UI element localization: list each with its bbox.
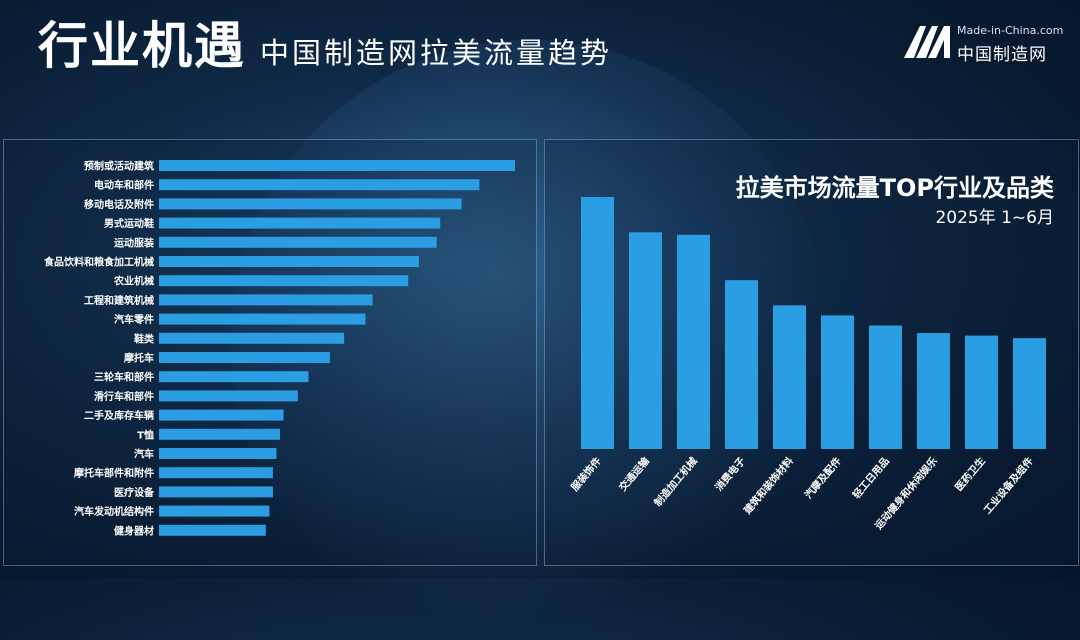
chart-subtitle: 2025年 1~6月 [935, 208, 1054, 228]
bar [965, 335, 998, 449]
right-chart-panel: 拉美市场流量TOP行业及品类 2025年 1~6月 服装饰件 交通运输 制造加工机械… [544, 139, 1079, 566]
y-tick-label: T恤 [137, 428, 154, 441]
bar [581, 197, 614, 449]
chart-title: 拉美市场流量TOP行业及品类 [735, 174, 1054, 202]
x-tick-label: 汽摩及配件 [802, 455, 844, 502]
bar [159, 217, 441, 229]
bar [159, 486, 273, 498]
bar [677, 234, 710, 449]
left-chart-panel: 预制或活动建筑电动车和部件移动电话及附件男式运动鞋运动服装食品饮料和粮食加工机械… [3, 139, 537, 566]
bar [159, 256, 419, 267]
bar [159, 332, 345, 344]
brand-name-en: Made-in-China.com [957, 24, 1064, 37]
bar [773, 305, 806, 449]
bar [159, 409, 284, 421]
bar [725, 280, 758, 449]
page-title: 行业机遇 [38, 17, 246, 75]
bar [917, 333, 950, 449]
bar [159, 524, 266, 536]
brand-logo: Made-in-China.com 中国制造网 [902, 20, 1064, 65]
x-tick-label: 服装饰件 [568, 455, 604, 494]
bar [1013, 338, 1046, 449]
y-tick-label: 汽车 [134, 448, 154, 461]
bar [159, 428, 281, 440]
y-tick-label: 移动电话及附件 [84, 198, 154, 211]
x-tick-label: 医药卫生 [952, 455, 988, 494]
y-tick-label: 农业机械 [113, 275, 154, 288]
brand-name-cn: 中国制造网 [957, 45, 1047, 65]
bar [821, 315, 854, 449]
bar [159, 236, 437, 248]
bar [159, 179, 480, 191]
bar [159, 313, 366, 325]
x-tick-label: 建筑和装饰材料 [740, 455, 796, 518]
bar [159, 198, 462, 210]
x-tick-label: 交通运输 [616, 454, 652, 494]
bar [159, 371, 309, 383]
bar [159, 467, 273, 479]
horizontal-bar-chart: 预制或活动建筑电动车和部件移动电话及附件男式运动鞋运动服装食品饮料和粮食加工机械… [43, 160, 515, 537]
y-tick-label: 二手及库存车辆 [84, 409, 154, 422]
x-tick-label: 轻工日用品 [850, 455, 892, 502]
bar [159, 448, 277, 459]
y-tick-label: 健身器材 [114, 524, 154, 537]
y-tick-label: 运动服装 [114, 236, 154, 249]
bar [159, 352, 330, 363]
page-header: 行业机遇 中国制造网拉美流量趋势 [38, 16, 612, 83]
bar [159, 160, 515, 171]
page-subtitle: 中国制造网拉美流量趋势 [260, 36, 613, 70]
y-tick-label: 预制或活动建筑 [84, 160, 154, 173]
bar [159, 294, 373, 306]
y-tick-label: 汽车零件 [114, 313, 154, 326]
bar [629, 232, 662, 449]
y-tick-label: 电动车和部件 [94, 179, 154, 192]
y-tick-label: 工程和建筑机械 [84, 294, 154, 307]
y-tick-label: 汽车发动机结构件 [74, 505, 154, 518]
x-tick-label: 制造加工机械 [651, 455, 700, 509]
x-tick-label: 工业设备及组件 [981, 455, 1036, 517]
bar [159, 505, 270, 517]
y-tick-label: 摩托车 [124, 352, 154, 365]
y-tick-label: 三轮车和部件 [94, 371, 154, 384]
y-tick-label: 食品饮料和粮食加工机械 [43, 256, 154, 269]
y-tick-label: 摩托车部件和附件 [74, 467, 154, 480]
y-tick-label: 医疗设备 [114, 486, 155, 499]
made-in-china-logo-icon [904, 26, 950, 58]
bar [869, 325, 902, 449]
y-tick-label: 滑行车和部件 [94, 390, 154, 403]
bar [159, 275, 409, 287]
bar [159, 390, 298, 402]
y-tick-label: 鞋类 [134, 332, 154, 345]
y-tick-label: 男式运动鞋 [104, 217, 154, 230]
x-tick-label: 消费电子 [712, 455, 748, 494]
